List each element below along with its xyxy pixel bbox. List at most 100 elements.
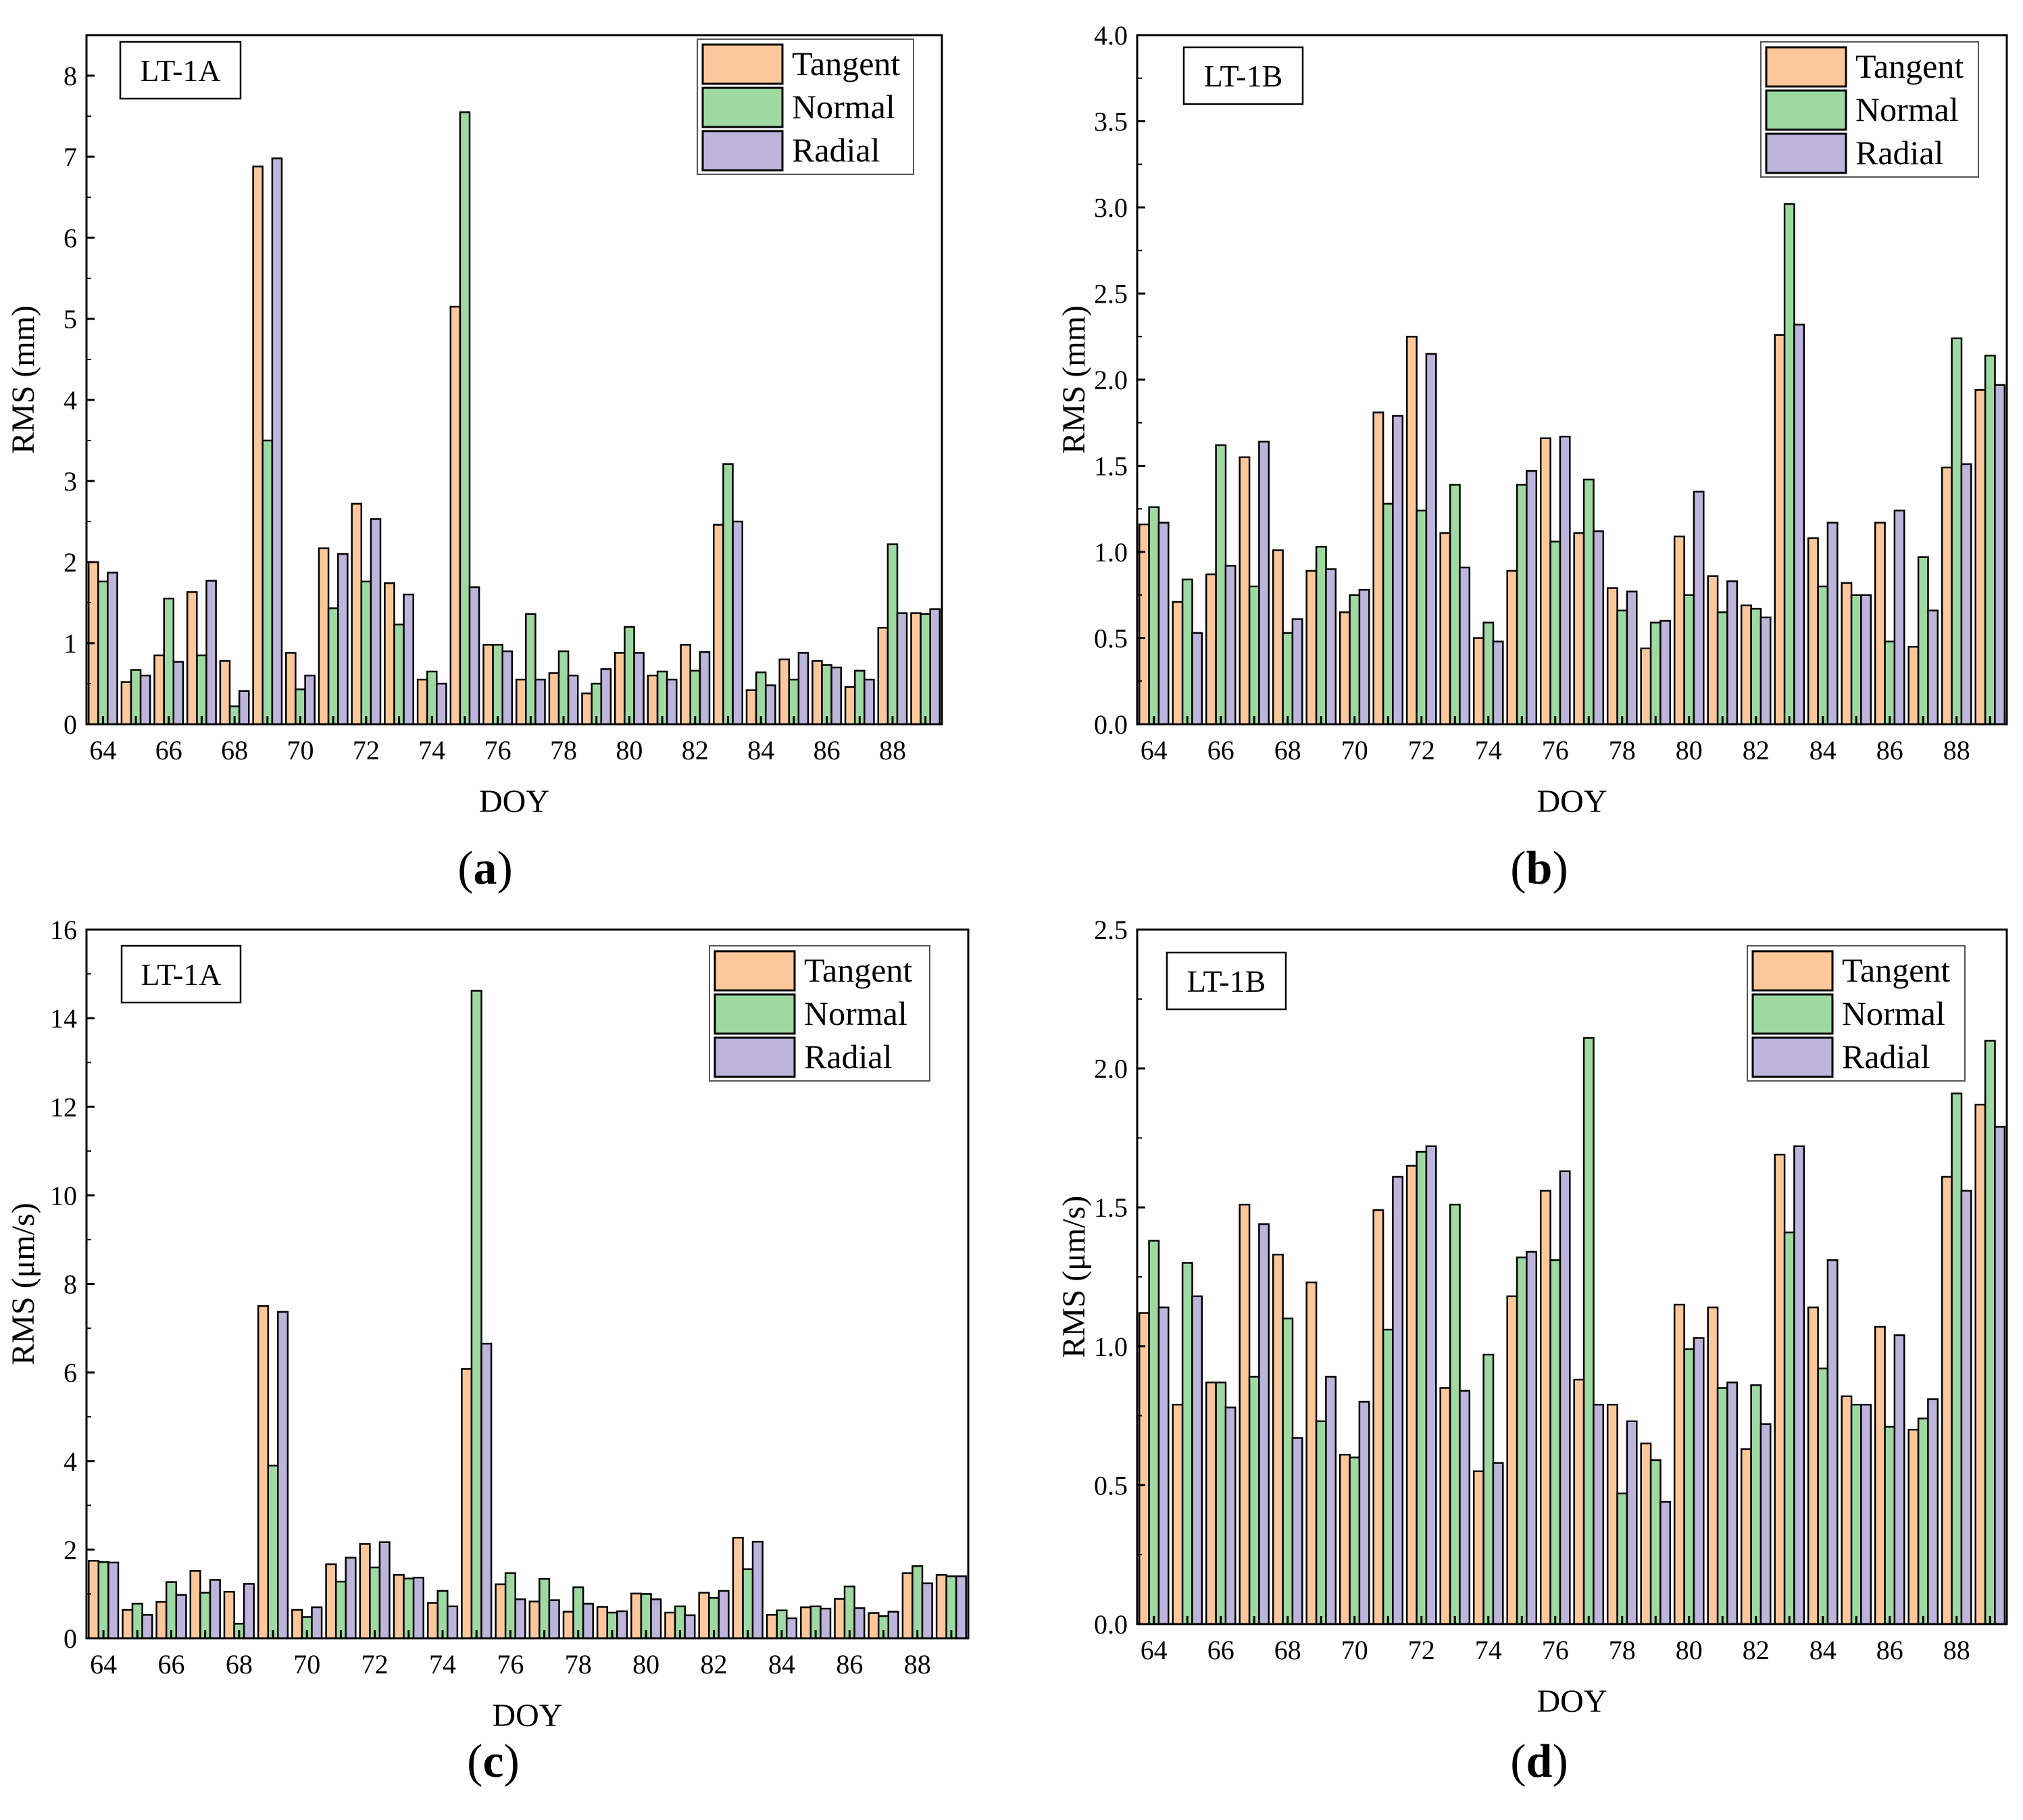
bar-radial-doy-79 (600, 668, 612, 726)
y-tick-label: 4.0 (1094, 20, 1128, 51)
y-tick-label: 7 (64, 142, 77, 172)
bar-normal-doy-65 (1181, 578, 1193, 726)
bar-tangent-doy-83 (732, 1536, 744, 1640)
y-axis-title: RMS (mm) (1056, 305, 1092, 454)
bar-normal-doy-81 (1716, 611, 1728, 726)
bar-radial-doy-82 (1759, 616, 1772, 726)
bar-tangent-doy-79 (1640, 1442, 1652, 1625)
bar-tangent-doy-73 (393, 1573, 405, 1640)
bar-tangent-doy-74 (1472, 1470, 1484, 1625)
x-tick-label: 68 (1274, 1635, 1301, 1665)
bar-tangent-doy-68 (1272, 1253, 1284, 1625)
x-axis-title: DOY (479, 784, 549, 819)
x-tick-label: 68 (1274, 735, 1301, 765)
bar-radial-doy-79 (1659, 1500, 1672, 1625)
x-tick-label: 74 (418, 735, 445, 765)
bar-radial-doy-80 (1693, 1337, 1705, 1625)
bar-normal-doy-71 (334, 1580, 347, 1640)
bar-radial-doy-85 (1860, 594, 1872, 726)
x-axis-title: DOY (1537, 784, 1607, 819)
y-tick-label: 6 (64, 223, 77, 253)
satellite-label: LT-1B (1187, 964, 1266, 999)
bar-tangent-doy-66 (155, 1600, 168, 1640)
bar-radial-doy-78 (1626, 590, 1638, 726)
bar-tangent-doy-78 (1606, 587, 1618, 726)
bar-radial-doy-68 (1291, 1437, 1303, 1625)
x-tick-label: 66 (157, 1649, 184, 1679)
bar-tangent-doy-78 (1606, 1403, 1618, 1625)
bar-radial-doy-87 (1927, 609, 1939, 726)
x-tick-label: 88 (879, 735, 906, 765)
bar-tangent-doy-89 (910, 612, 922, 726)
legend: Tangent Normal Radial (697, 39, 914, 175)
bar-tangent-doy-89 (1974, 389, 1987, 726)
bar-radial-doy-67 (1258, 1223, 1270, 1625)
bar-normal-doy-76 (1549, 540, 1562, 726)
satellite-label: LT-1A (140, 53, 220, 88)
bar-radial-doy-70 (1358, 1400, 1370, 1625)
bar-radial-doy-76 (514, 1598, 526, 1640)
bar-normal-doy-67 (196, 654, 207, 726)
bar-tangent-doy-76 (1539, 437, 1551, 726)
panel-d: 0.0 0.5 1.0 1.5 2.0 2.5 64 66 68 70 72 74 76 78 80 82 84… (1056, 915, 2008, 1788)
bar-normal-doy-88 (911, 1565, 924, 1640)
legend-swatch-tangent (1751, 950, 1834, 992)
bar-radial-doy-65 (141, 1614, 153, 1640)
y-tick-label: 0 (64, 1623, 77, 1654)
x-tick-label: 76 (1542, 1635, 1569, 1665)
bar-tangent-doy-67 (1239, 456, 1251, 726)
legend-swatch-normal (1765, 89, 1847, 131)
x-tick-label: 84 (1809, 735, 1837, 765)
bar-normal-doy-82 (1750, 607, 1762, 726)
bar-tangent-doy-88 (877, 626, 889, 726)
bar-tangent-doy-76 (482, 644, 494, 726)
x-tick-label: 70 (1341, 735, 1368, 765)
bar-radial-doy-87 (1927, 1398, 1939, 1625)
y-tick-label: 1.0 (1094, 1332, 1128, 1362)
bar-tangent-doy-87 (1907, 646, 1920, 726)
legend-swatch-tangent (714, 950, 796, 992)
bar-normal-doy-80 (1683, 1348, 1695, 1625)
bar-normal-doy-67 (1248, 1375, 1260, 1625)
x-tick-label: 84 (768, 1649, 795, 1679)
satellite-label-box (1166, 951, 1287, 1011)
bar-radial-doy-71 (1392, 415, 1404, 726)
bar-tangent-doy-68 (219, 660, 231, 726)
panel-caption: (a) (457, 842, 513, 894)
bar-normal-doy-88 (1951, 337, 1963, 726)
legend-label-radial: Radial (792, 131, 880, 169)
bar-radial-doy-83 (732, 520, 743, 726)
bar-tangent-doy-68 (1272, 549, 1284, 726)
bar-radial-doy-70 (1358, 588, 1370, 726)
bar-normal-doy-87 (1917, 1417, 1929, 1625)
bar-tangent-doy-82 (1740, 604, 1752, 726)
bar-tangent-doy-75 (449, 305, 461, 726)
bar-radial-doy-74 (1492, 1462, 1504, 1625)
bar-tangent-doy-71 (325, 1563, 337, 1640)
bar-radial-doy-64 (107, 572, 118, 726)
bar-normal-doy-89 (1984, 355, 1996, 726)
bar-tangent-doy-89 (1974, 1103, 1987, 1625)
legend-label-radial: Radial (804, 1038, 893, 1076)
y-tick-label: 10 (50, 1180, 77, 1211)
x-tick-label: 70 (1341, 1635, 1368, 1665)
bar-radial-doy-72 (1425, 353, 1437, 726)
x-tick-label: 66 (155, 735, 182, 765)
legend-swatch-normal (701, 86, 784, 128)
x-tick-label: 66 (1207, 735, 1234, 765)
x-tick-label: 86 (836, 1649, 863, 1679)
bar-tangent-doy-64 (1138, 1312, 1150, 1625)
x-tick-label: 72 (361, 1649, 389, 1679)
bar-normal-doy-69 (1315, 546, 1327, 726)
bar-radial-doy-73 (1459, 566, 1471, 726)
x-tick-label: 70 (293, 1649, 320, 1679)
bar-radial-doy-66 (1224, 1407, 1237, 1625)
bar-tangent-doy-76 (1539, 1190, 1551, 1625)
bar-normal-doy-72 (1416, 509, 1428, 726)
x-tick-label: 88 (1943, 1635, 1970, 1665)
bar-radial-doy-74 (1492, 640, 1504, 726)
bar-radial-doy-73 (1459, 1390, 1471, 1625)
bar-normal-doy-86 (1884, 640, 1896, 726)
legend-label-tangent: Tangent (1842, 951, 1950, 989)
